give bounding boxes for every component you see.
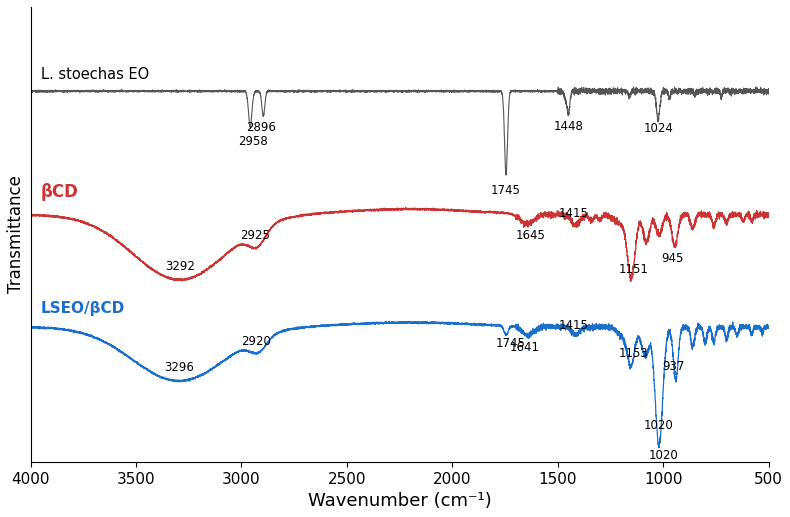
Text: 2925: 2925 <box>240 229 270 242</box>
Text: 1645: 1645 <box>515 229 545 242</box>
Text: 945: 945 <box>661 252 684 265</box>
Text: 1745: 1745 <box>496 337 525 350</box>
Text: 2958: 2958 <box>238 135 268 148</box>
Text: 2920: 2920 <box>241 334 271 347</box>
Text: 1745: 1745 <box>491 184 521 197</box>
Y-axis label: Transmittance: Transmittance <box>7 175 25 293</box>
Text: 1415: 1415 <box>559 207 589 220</box>
Text: LSEO/βCD: LSEO/βCD <box>41 301 126 316</box>
Text: 1641: 1641 <box>510 341 540 354</box>
Text: 937: 937 <box>662 359 684 373</box>
Text: βCD: βCD <box>41 183 79 201</box>
X-axis label: Wavenumber (cm⁻¹): Wavenumber (cm⁻¹) <box>307 492 491 510</box>
Text: 1151: 1151 <box>619 263 649 276</box>
Text: 1024: 1024 <box>643 121 673 134</box>
Text: 1020: 1020 <box>644 419 674 432</box>
Text: 2896: 2896 <box>246 121 276 134</box>
Text: 1020: 1020 <box>649 449 678 462</box>
Text: L. stoechas EO: L. stoechas EO <box>41 67 149 82</box>
Text: 1448: 1448 <box>554 119 584 132</box>
Text: 3296: 3296 <box>164 360 194 374</box>
Text: 1153: 1153 <box>619 347 649 360</box>
Text: 3292: 3292 <box>165 261 195 273</box>
Text: 1415: 1415 <box>559 319 589 332</box>
